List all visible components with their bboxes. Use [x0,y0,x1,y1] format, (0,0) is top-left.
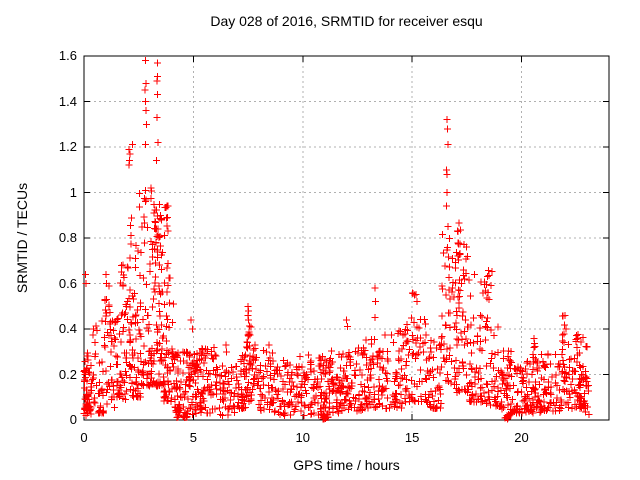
x-axis-label: GPS time / hours [293,457,400,473]
x-tick-label: 5 [189,430,197,445]
x-tick-label: 15 [404,430,420,445]
y-tick-label: 0.8 [58,230,77,245]
y-axis-label: SRMTID / TECUs [14,182,30,294]
x-tick-label: 0 [80,430,88,445]
y-tick-label: 0.4 [58,321,77,336]
x-tick-label: 10 [295,430,310,445]
y-tick-label: 1 [69,184,77,200]
y-tick-label: 1.4 [58,93,77,109]
y-tick-label: 0.6 [58,275,77,291]
gridlines [84,56,609,420]
y-tick-label: 0.2 [58,366,77,382]
data-points-scatter [80,57,593,423]
plot-border [83,55,610,421]
y-tick-label: 1.6 [58,48,77,63]
chart-title: Day 028 of 2016, SRMTID for receiver esq… [210,13,483,29]
y-tick-label: 1.2 [58,139,77,154]
y-tick-label: 0 [69,412,77,427]
x-tick-label: 20 [514,430,529,445]
